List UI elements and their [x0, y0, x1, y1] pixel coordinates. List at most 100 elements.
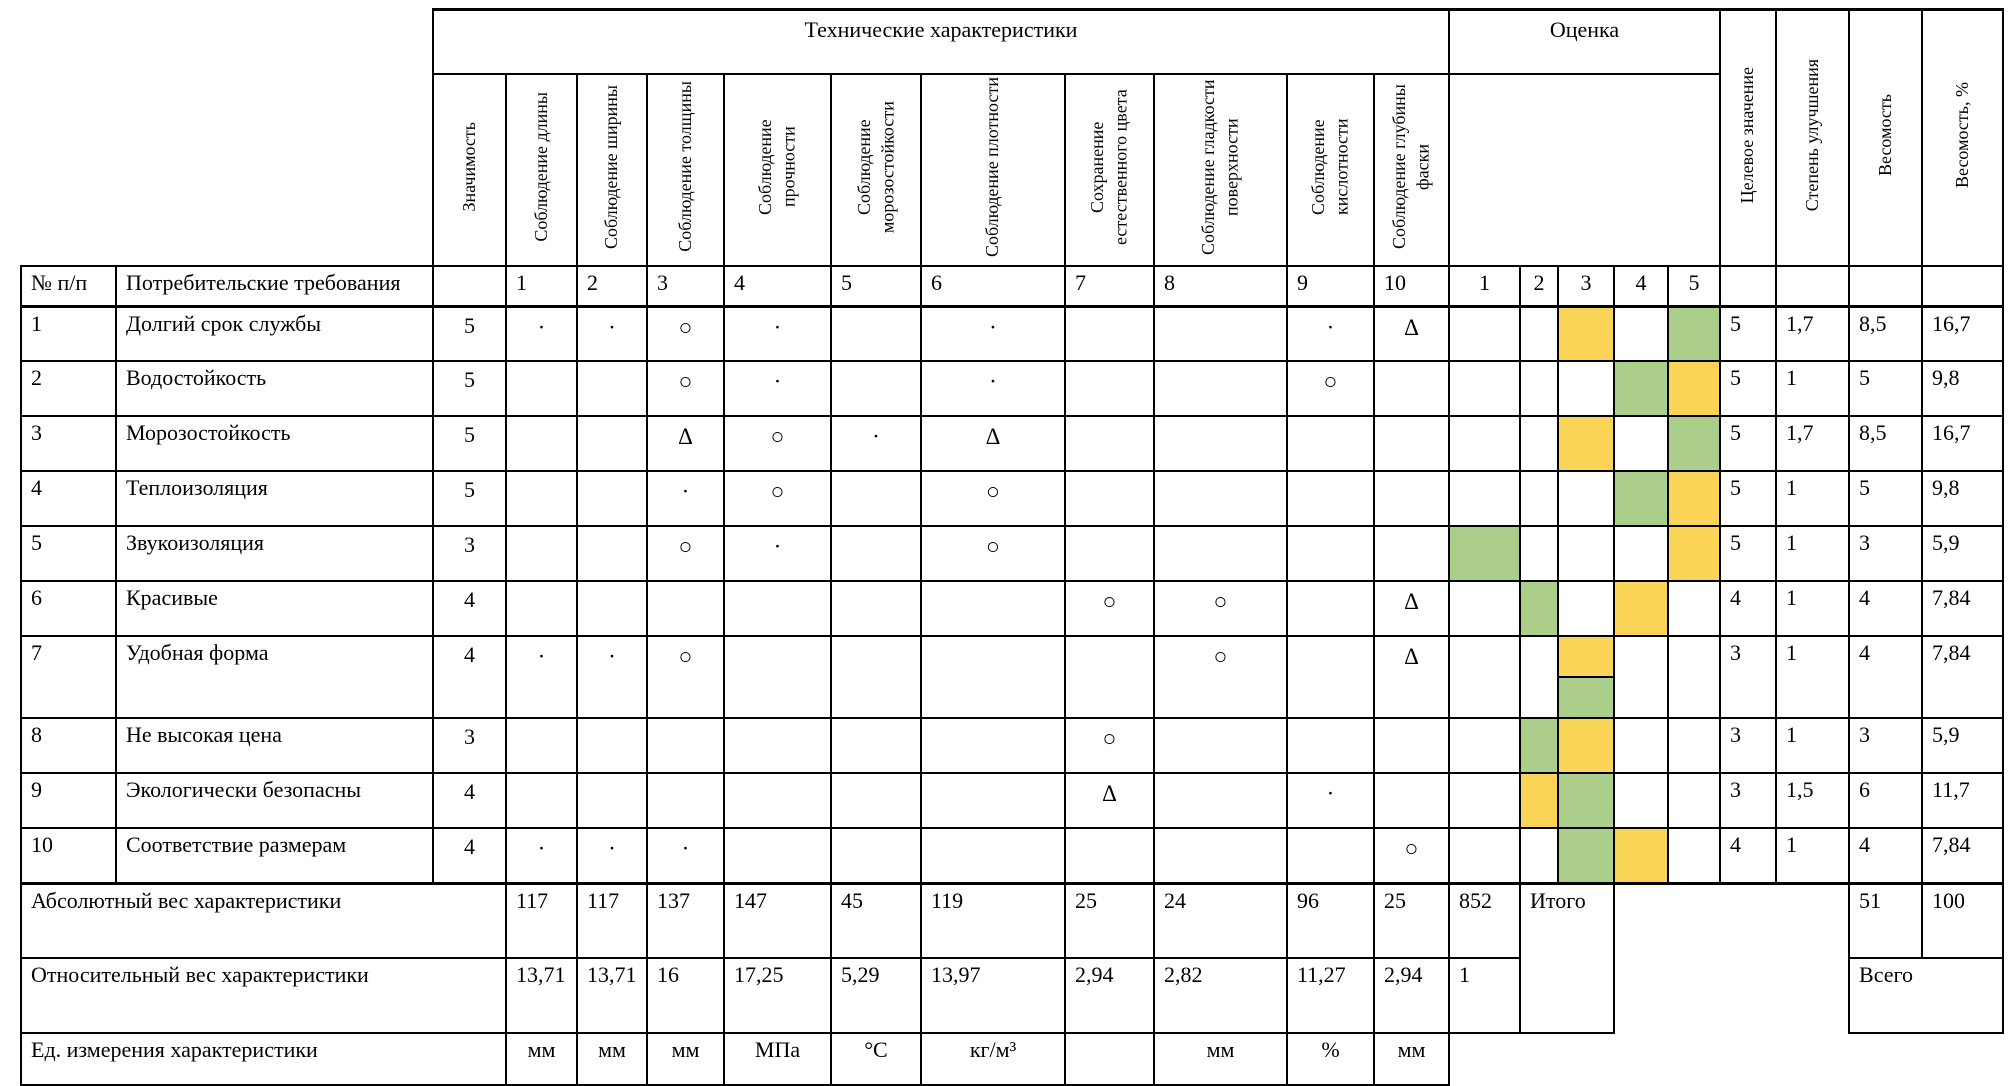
matrix-cell: ○ [920, 470, 1066, 527]
eval-cell [1613, 635, 1669, 719]
matrix-cell [1373, 470, 1450, 527]
units-row: Ед. измерения характеристики мм мм мм МП… [20, 1032, 2003, 1086]
tech-col-header-6: Соблюдение плотности [920, 72, 1066, 267]
eval-cell [1613, 717, 1669, 774]
header-row-titles: Технические характеристики Оценка Целево… [21, 8, 2005, 267]
blank-area [1614, 881, 1850, 958]
row-number: 7 [20, 635, 117, 719]
eval-cell [1519, 827, 1559, 884]
matrix-cell [1373, 772, 1450, 829]
weight-pct-value: 9,8 [1921, 360, 2005, 417]
matrix-cell [1064, 470, 1155, 527]
tech-col-number: 3 [646, 265, 725, 308]
eval-cell [1613, 525, 1669, 582]
tech-col-header-5: Соблюдение морозостойкости [830, 72, 922, 267]
matrix-cell [1064, 827, 1155, 884]
matrix-cell [576, 470, 648, 527]
eval-cell [1666, 827, 1722, 884]
matrix-cell: ○ [646, 635, 725, 719]
weight-value: 8,5 [1848, 415, 1924, 472]
matrix-cell [1064, 360, 1155, 417]
eval-cell [1448, 415, 1521, 472]
weight-value: 3 [1848, 717, 1924, 774]
unit-value [1064, 1032, 1155, 1086]
requirement-name: Теплоизоляция [115, 470, 434, 527]
eval-cell [1519, 525, 1559, 582]
eval-cell [1613, 360, 1669, 417]
matrix-cell [1153, 717, 1288, 774]
matrix-cell [830, 470, 922, 527]
eval-cell [1448, 470, 1521, 527]
tech-col-label: Соблюдение морозостойкости [853, 100, 897, 233]
matrix-cell: · [576, 305, 648, 362]
improvement-value: 1 [1775, 635, 1851, 719]
matrix-cell [1064, 305, 1155, 362]
weight-percent-header: Весомость, % [1921, 8, 2005, 267]
weight-pct-value: 11,7 [1921, 772, 2005, 829]
vsego-label: Всего [1848, 957, 2005, 1034]
requirement-row-7-lower [21, 676, 2003, 719]
weight-pct-value: 5,9 [1921, 717, 2005, 774]
absolute-weight-value: 117 [576, 881, 648, 959]
eval-col-number: 5 [1666, 265, 1722, 308]
tech-col-label: Соблюдение ширины [601, 84, 622, 249]
improvement-value: 1 [1775, 360, 1851, 417]
target-value: 5 [1719, 305, 1778, 362]
absolute-weight-value: 45 [830, 881, 922, 959]
matrix-cell [920, 717, 1066, 774]
tech-col-header-8: Соблюдение гладкости поверхности [1153, 72, 1288, 267]
tech-col-number: 5 [830, 265, 922, 308]
improvement-value: 1,7 [1775, 415, 1851, 472]
matrix-cell [1286, 525, 1375, 582]
req-col-header: Потребительские требования [115, 265, 434, 308]
tech-col-header-3: Соблюдение толщины [646, 72, 725, 267]
matrix-cell [830, 305, 922, 362]
eval-cell [1519, 360, 1559, 417]
matrix-cell [1286, 717, 1375, 774]
matrix-cell [505, 415, 578, 472]
weight-pct-value: 7,84 [1921, 635, 2005, 719]
matrix-cell [1153, 305, 1288, 362]
matrix-cell [1064, 415, 1155, 472]
eval-cell [1613, 827, 1669, 884]
matrix-cell [646, 717, 725, 774]
row-number: 5 [20, 525, 117, 582]
matrix-cell [920, 772, 1066, 829]
requirement-name: Водостойкость [115, 360, 434, 417]
header-row-numbers: № п/п Потребительские требования 1 2 3 4… [20, 265, 2005, 308]
eval-cell [1448, 717, 1521, 774]
requirement-row-10: 10 Соответствие размерам 4 · · · ○ 4 1 4… [20, 827, 2005, 884]
matrix-cell: · [920, 360, 1066, 417]
absolute-weight-value: 147 [723, 881, 832, 959]
eval-cell [1557, 525, 1615, 582]
qfd-table: Технические характеристики Оценка Целево… [20, 8, 2005, 1086]
row-number: 2 [20, 360, 117, 417]
eval-col-number: 3 [1557, 265, 1615, 308]
matrix-cell [1064, 525, 1155, 582]
matrix-cell: Δ [1064, 772, 1155, 829]
empty-header-cell [1848, 265, 1924, 308]
significance-value: 4 [432, 827, 507, 884]
target-value: 5 [1719, 470, 1778, 527]
target-value: 3 [1719, 772, 1778, 829]
requirement-name: Удобная форма [115, 635, 434, 719]
unit-value: мм [646, 1032, 725, 1086]
significance-value: 4 [432, 772, 507, 829]
relative-weight-value: 13,71 [505, 957, 578, 1034]
eval-cell [1557, 827, 1615, 884]
absolute-weight-value: 25 [1373, 881, 1450, 959]
eval-cell [1557, 772, 1615, 829]
tech-col-header-4: Соблюдение прочности [723, 72, 832, 267]
unit-value: мм [505, 1032, 578, 1086]
matrix-cell: ○ [723, 415, 832, 472]
significance-value: 5 [432, 305, 507, 362]
matrix-cell [920, 635, 1066, 719]
relative-weight-value: 2,82 [1153, 957, 1288, 1034]
eval-cell [1557, 415, 1615, 472]
matrix-cell [505, 580, 578, 637]
row-number: 9 [20, 772, 117, 829]
weight-header-label: Весомость [1874, 93, 1895, 176]
eval-cell [1613, 415, 1669, 472]
matrix-cell [1373, 525, 1450, 582]
requirement-name: Красивые [115, 580, 434, 637]
